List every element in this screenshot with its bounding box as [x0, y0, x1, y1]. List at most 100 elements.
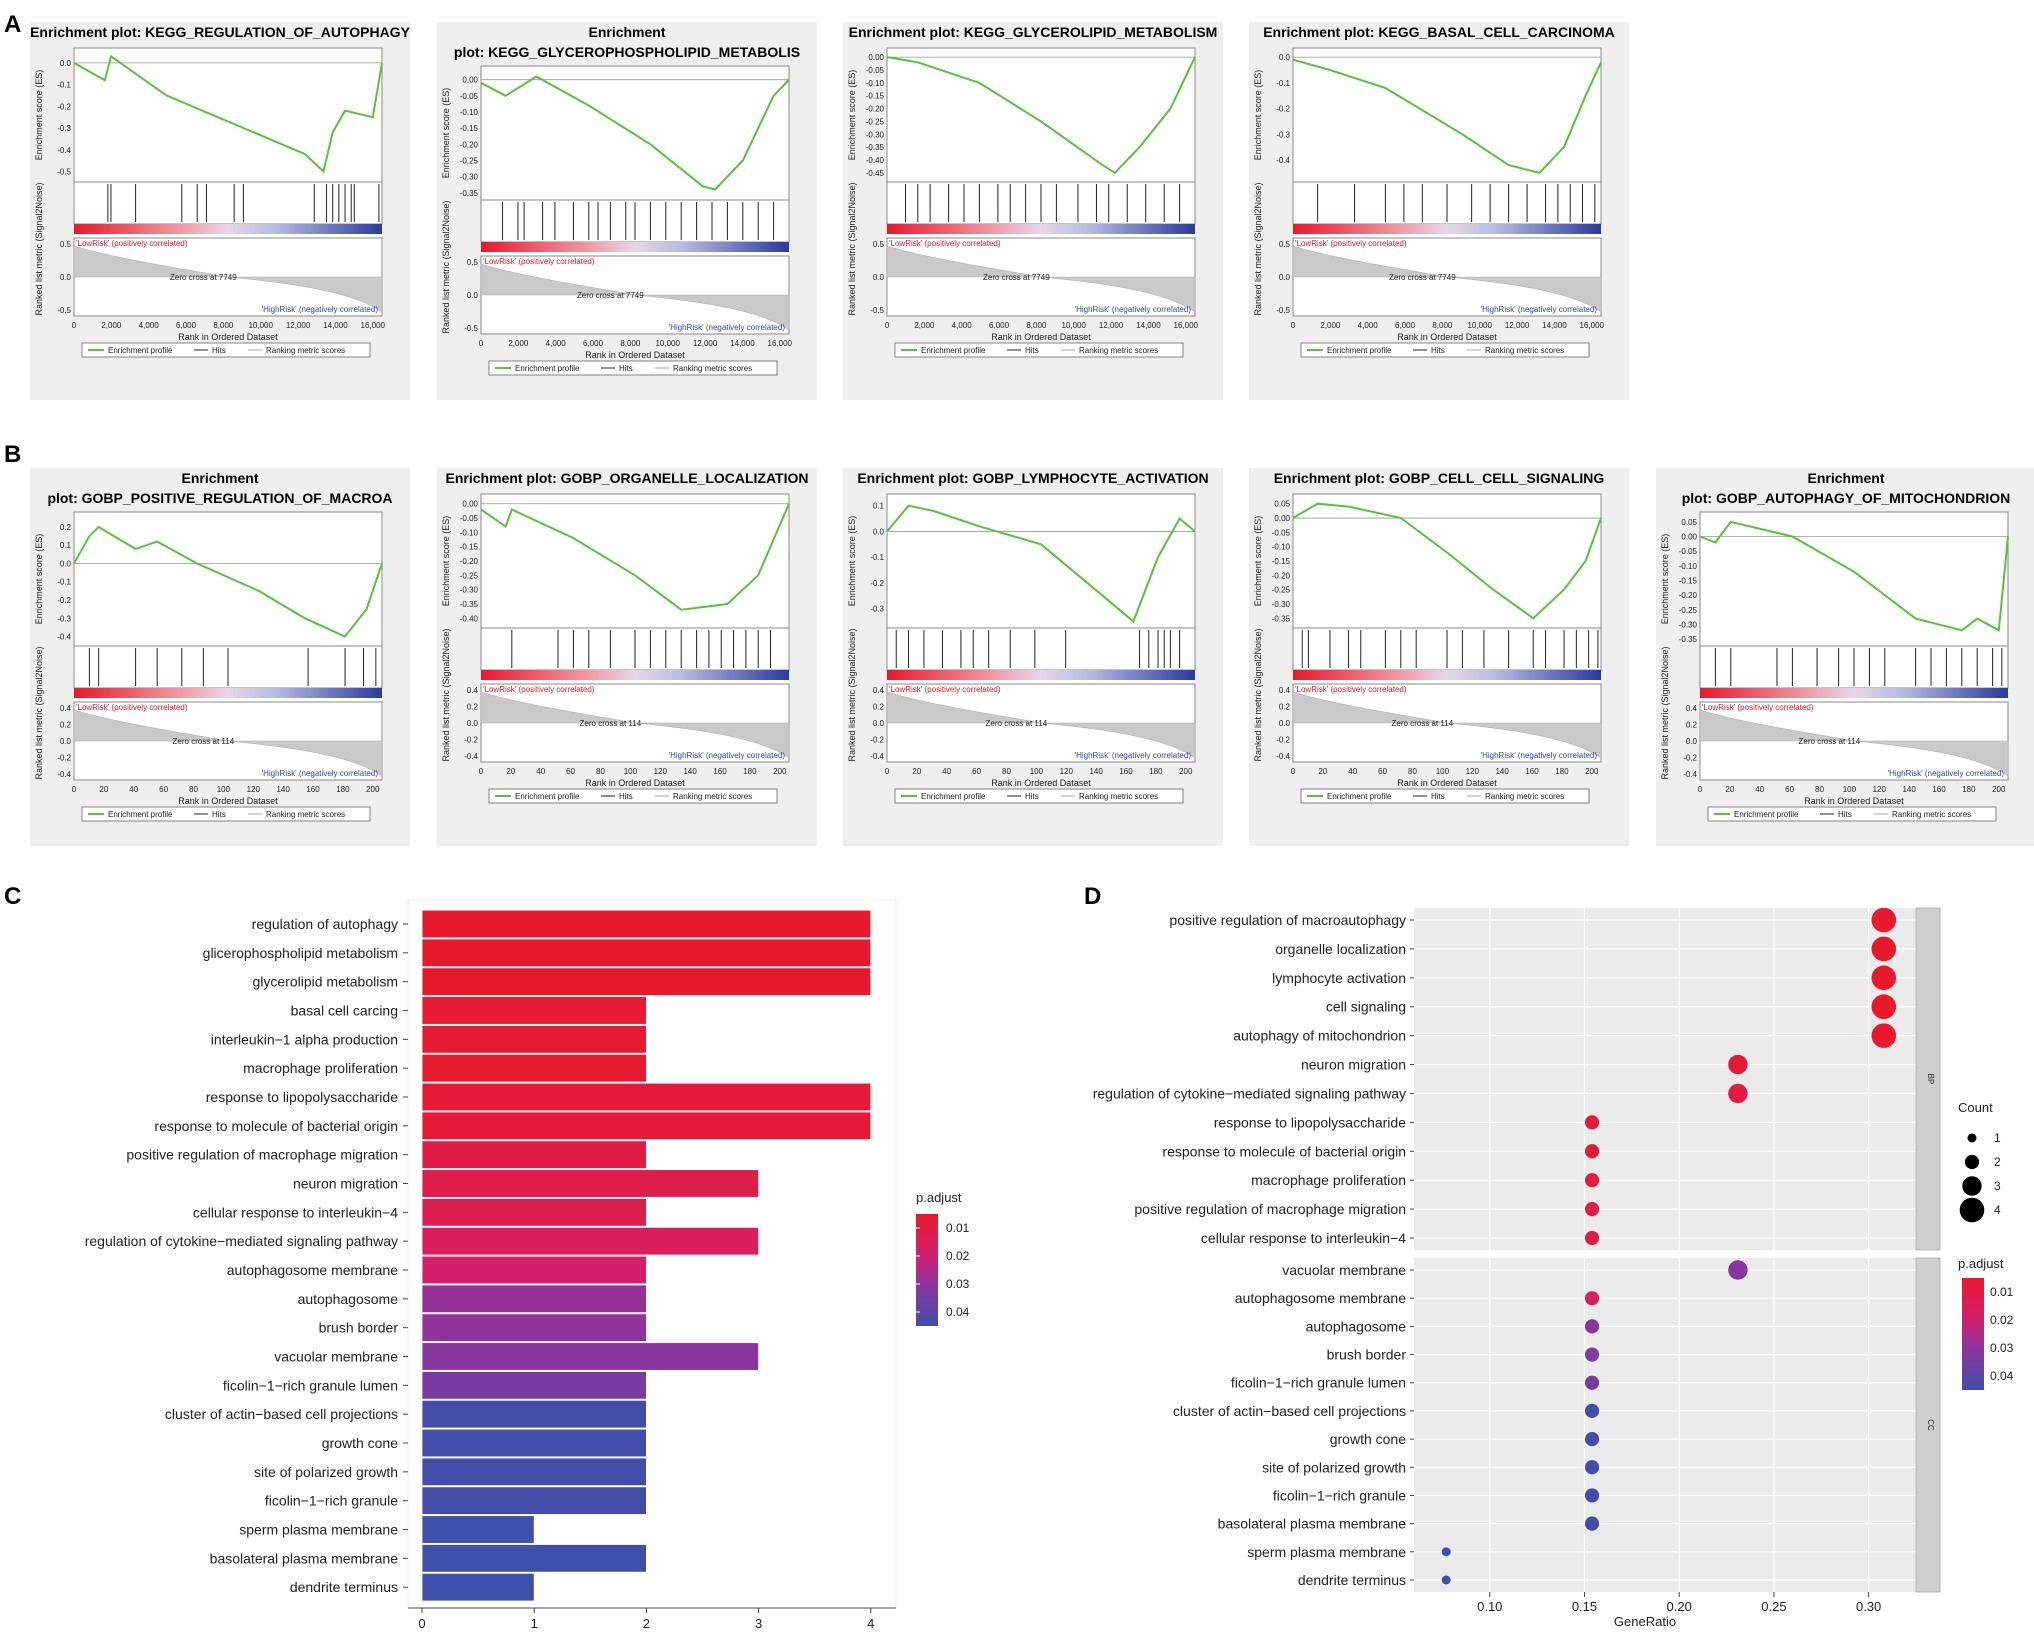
- gsea-es-tick: -0.20: [1679, 591, 1698, 600]
- gsea-panel-b4: Enrichment plot: GOBP_CELL_CELL_SIGNALIN…: [1249, 468, 1629, 846]
- dot-size-legend-dot: [1967, 1133, 1977, 1143]
- gsea-panel-a3: Enrichment plot: KEGG_GLYCEROLIPID_METAB…: [843, 22, 1223, 400]
- dot-regulation-of-cytokine-mediated-signaling-pathway: [1728, 1083, 1748, 1104]
- gsea-rank-colorbar: [887, 670, 1195, 680]
- bar-sperm-plasma-membrane: [421, 1515, 535, 1544]
- gsea-x-tick: 160: [1525, 767, 1539, 776]
- dot-dendrite-terminus: [1441, 1575, 1451, 1585]
- gsea-es-tick: -0.2: [57, 596, 71, 605]
- dot-positive-regulation-of-macrophage-migration: [1584, 1201, 1600, 1217]
- gsea-es-tick: 0.05: [1681, 518, 1697, 527]
- gsea-rank-colorbar: [887, 224, 1195, 234]
- gsea-x-tick: 14,000: [730, 339, 755, 348]
- bar-legend-tick: 0.01: [946, 1221, 970, 1235]
- gsea-x-tick: 100: [1030, 767, 1044, 776]
- gsea-ranking-metric-area: [480, 263, 790, 331]
- dot-site-of-polarized-growth: [1584, 1460, 1600, 1475]
- gsea-x-tick: 40: [1348, 767, 1357, 776]
- dot-autophagy-of-mitochondrion: [1871, 1023, 1897, 1048]
- dot-organelle-localization: [1871, 936, 1897, 962]
- gsea-legend: Enrichment profile Hits Ranking metric sco…: [1707, 806, 1997, 822]
- bar-autophagosome: [421, 1284, 647, 1314]
- gsea-enrichment-curve: [73, 525, 383, 638]
- gsea-rank-colorbar: [481, 670, 789, 680]
- gsea-es-tick: -0.10: [1679, 562, 1698, 571]
- gsea-metric-tick: 0.0: [1686, 737, 1698, 746]
- gsea-es-ylabel: Enrichment score (ES): [34, 70, 44, 161]
- gsea-es-tick: 0.0: [1279, 53, 1291, 62]
- gsea-x-tick: 180: [743, 767, 757, 776]
- gsea-es-tick: -0.20: [866, 105, 885, 114]
- gsea-x-tick: 16,000: [1580, 321, 1605, 330]
- gsea-es-tick: 0.1: [60, 541, 72, 550]
- gsea-es-tick: -0.05: [460, 92, 479, 101]
- gsea-es-tick: -0.15: [460, 543, 479, 552]
- gsea-enrichment-curve: [1699, 520, 2009, 632]
- gsea-x-tick: 6,000: [176, 321, 197, 330]
- gsea-es-ylabel: Enrichment score (ES): [441, 88, 451, 179]
- gsea-x-tick: 6,000: [989, 321, 1010, 330]
- gsea-rank-colorbar: [481, 242, 789, 252]
- gsea-x-tick: 8,000: [620, 339, 641, 348]
- gsea-metric-ylabel: Ranked list metric (Signal2Noise): [847, 182, 857, 315]
- gsea-metric-tick: 0.0: [60, 273, 72, 282]
- gsea-es-tick: -0.1: [57, 578, 71, 587]
- gsea-x-tick: 120: [654, 767, 668, 776]
- gsea-es-tick: -0.30: [460, 586, 479, 595]
- bar-category-label: macrophage proliferation: [243, 1060, 398, 1076]
- gsea-metric-tick: 0.0: [873, 719, 885, 728]
- gsea-low-label: 'LowRisk' (positively correlated): [483, 685, 595, 694]
- gsea-xlabel: Rank in Ordered Dataset: [1397, 778, 1497, 788]
- bar-brush-border: [421, 1313, 647, 1342]
- dot-term-label: ficolin−1−rich granule lumen: [1231, 1375, 1406, 1391]
- dot-term-label: ficolin−1−rich granule: [1273, 1487, 1406, 1503]
- gsea-ranking-metric-area: [480, 691, 790, 759]
- dot-cellular-response-to-interleukin-4: [1584, 1230, 1600, 1246]
- gsea-zero-cross: Zero cross at 7749: [983, 273, 1050, 282]
- dot-size-legend-label: 4: [1994, 1203, 2001, 1217]
- gsea-x-tick: 100: [1436, 767, 1450, 776]
- gsea-legend-profile: Enrichment profile: [1327, 346, 1392, 355]
- gsea-ranking-metric-area: [1292, 245, 1602, 313]
- bar-category-label: growth cone: [322, 1435, 398, 1451]
- gsea-es-tick: -0.25: [1679, 606, 1698, 615]
- gsea-es-tick: -0.45: [866, 169, 885, 178]
- dot-cell-signaling: [1871, 994, 1897, 1020]
- dot-term-label: neuron migration: [1301, 1057, 1406, 1073]
- gsea-x-tick: 14,000: [323, 321, 348, 330]
- dot-size-legend-label: 2: [1994, 1155, 2001, 1169]
- gsea-es-tick: -0.40: [866, 156, 885, 165]
- bar-category-label: brush border: [319, 1320, 399, 1336]
- gsea-high-label: 'HighRisk' (negatively correlated): [1075, 305, 1192, 314]
- dot-term-label: regulation of cytokine−mediated signalin…: [1093, 1085, 1406, 1101]
- bar-category-label: glycerolipid metabolism: [252, 974, 398, 990]
- gsea-metric-tick: 0.0: [467, 719, 479, 728]
- gsea-x-tick: 120: [1060, 767, 1074, 776]
- gsea-es-tick: -0.4: [57, 146, 71, 155]
- bar-category-label: site of polarized growth: [254, 1464, 398, 1480]
- bar-category-label: basal cell carcing: [291, 1003, 398, 1019]
- bar-legend-tick: 0.03: [946, 1277, 970, 1291]
- gsea-x-tick: 12,000: [286, 321, 311, 330]
- gsea-legend: Enrichment profile Hits Ranking metric sco…: [1300, 788, 1590, 804]
- dot-x-tick: 0.10: [1477, 1599, 1502, 1614]
- dot-term-label: lymphocyte activation: [1272, 970, 1406, 986]
- gsea-xlabel: Rank in Ordered Dataset: [1397, 332, 1497, 342]
- gsea-zero-cross: Zero cross at 114: [986, 719, 1048, 728]
- gsea-x-tick: 160: [306, 785, 320, 794]
- gsea-x-tick: 140: [1089, 767, 1103, 776]
- gsea-metric-tick: 0.2: [1686, 721, 1698, 730]
- gsea-es-tick: -0.2: [870, 579, 884, 588]
- gsea-title: Enrichment plot: GOBP_CELL_CELL_SIGNALIN…: [1274, 470, 1605, 486]
- gsea-x-tick: 10,000: [248, 321, 273, 330]
- gsea-x-tick: 0: [72, 321, 77, 330]
- gsea-zero-cross: Zero cross at 7749: [170, 273, 237, 282]
- gsea-es-tick: -0.15: [1679, 576, 1698, 585]
- bar-x-tick: 0: [418, 1616, 425, 1631]
- gsea-legend-box: [894, 342, 1184, 358]
- gsea-x-tick: 10,000: [1467, 321, 1492, 330]
- bar-x-tick: 2: [643, 1616, 650, 1631]
- gsea-es-tick: -0.05: [460, 514, 479, 523]
- gsea-legend: Enrichment profile Hits Ranking metric sco…: [81, 806, 371, 822]
